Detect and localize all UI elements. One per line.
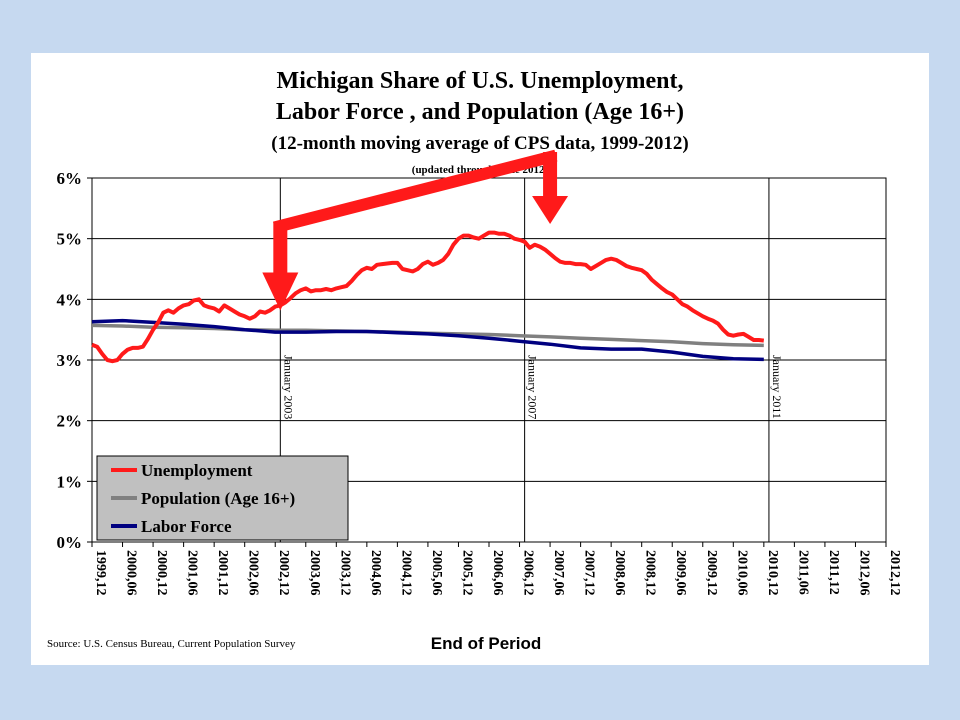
x-tick-label: 2012,06 xyxy=(856,550,871,596)
x-tick-label: 2008,12 xyxy=(643,550,658,596)
vertical-markers: January 2003 January 2007 January 2011 xyxy=(279,178,784,542)
x-tick-label: 2010,12 xyxy=(765,550,780,596)
y-tick-label: 2% xyxy=(57,412,83,431)
x-axis-label: End of Period xyxy=(431,634,542,653)
y-axis-ticks: 0% 1% 2% 3% 4% 5% 6% xyxy=(57,169,92,552)
x-tick-label: 2001,12 xyxy=(215,550,230,596)
marker-label: January 2007 xyxy=(526,355,540,419)
x-tick-label: 2011,06 xyxy=(795,550,810,595)
slide-panel: Michigan Share of U.S. Unemployment, Lab… xyxy=(31,53,929,665)
x-tick-label: 2009,12 xyxy=(704,550,719,596)
chart-title: Michigan Share of U.S. Unemployment, xyxy=(277,68,684,94)
y-tick-label: 4% xyxy=(57,290,83,309)
x-tick-label: 2006,12 xyxy=(521,550,536,596)
marker-label: January 2003 xyxy=(281,355,295,419)
x-tick-label: 2009,06 xyxy=(673,550,688,596)
arrow-connector xyxy=(273,149,558,234)
legend-label: Population (Age 16+) xyxy=(141,489,295,508)
legend-label: Labor Force xyxy=(141,517,232,536)
y-tick-label: 1% xyxy=(57,472,83,491)
arrow-down-2003 xyxy=(262,222,299,311)
x-tick-label: 2003,06 xyxy=(307,550,322,596)
x-tick-label: 2010,06 xyxy=(734,550,749,596)
x-tick-label: 2004,06 xyxy=(368,550,383,596)
y-tick-label: 3% xyxy=(57,351,83,370)
arrow-down-peak xyxy=(532,152,569,224)
series-layer xyxy=(91,230,765,364)
annotation-arrows xyxy=(262,149,569,311)
x-tick-label: 2012,12 xyxy=(887,550,902,596)
x-tick-label: 2007,06 xyxy=(551,550,566,596)
gridlines xyxy=(92,238,886,482)
marker-label: January 2011 xyxy=(770,355,784,419)
x-tick-label: 2005,12 xyxy=(459,550,474,596)
x-tick-label: 2000,06 xyxy=(124,550,139,596)
legend-box xyxy=(96,455,349,541)
x-tick-label: 2003,12 xyxy=(337,550,352,596)
x-tick-label: 2007,12 xyxy=(582,550,597,596)
x-tick-label: 2008,06 xyxy=(612,550,627,596)
x-tick-label: 2006,06 xyxy=(490,550,505,596)
y-tick-label: 0% xyxy=(57,533,83,552)
x-tick-label: 1999,12 xyxy=(93,550,108,596)
x-tick-label: 2011,12 xyxy=(826,550,841,595)
source-note: Source: U.S. Census Bureau, Current Popu… xyxy=(47,638,296,650)
x-tick-label: 2002,12 xyxy=(276,550,291,596)
series-line-unemployment xyxy=(91,230,765,364)
y-tick-label: 5% xyxy=(57,230,83,249)
chart-subtitle: (12-month moving average of CPS data, 19… xyxy=(271,133,688,154)
x-tick-label: 2004,12 xyxy=(398,550,413,596)
x-tick-label: 2002,06 xyxy=(246,550,261,596)
chart: Michigan Share of U.S. Unemployment, Lab… xyxy=(47,68,902,653)
series-line-labor-force xyxy=(91,318,764,362)
legend: Unemployment Population (Age 16+) Labor Fo… xyxy=(96,455,349,541)
legend-label: Unemployment xyxy=(141,461,253,480)
y-tick-label: 6% xyxy=(57,169,83,188)
x-tick-label: 2000,12 xyxy=(154,550,169,596)
x-tick-label: 2001,06 xyxy=(185,550,200,596)
chart-title-line2: Labor Force , and Population (Age 16+) xyxy=(276,99,684,125)
x-axis-ticks: 1999,12 2000,06 2000,12 2001,06 2001,12 2002,… xyxy=(91,542,902,596)
x-tick-label: 2005,06 xyxy=(429,550,444,596)
